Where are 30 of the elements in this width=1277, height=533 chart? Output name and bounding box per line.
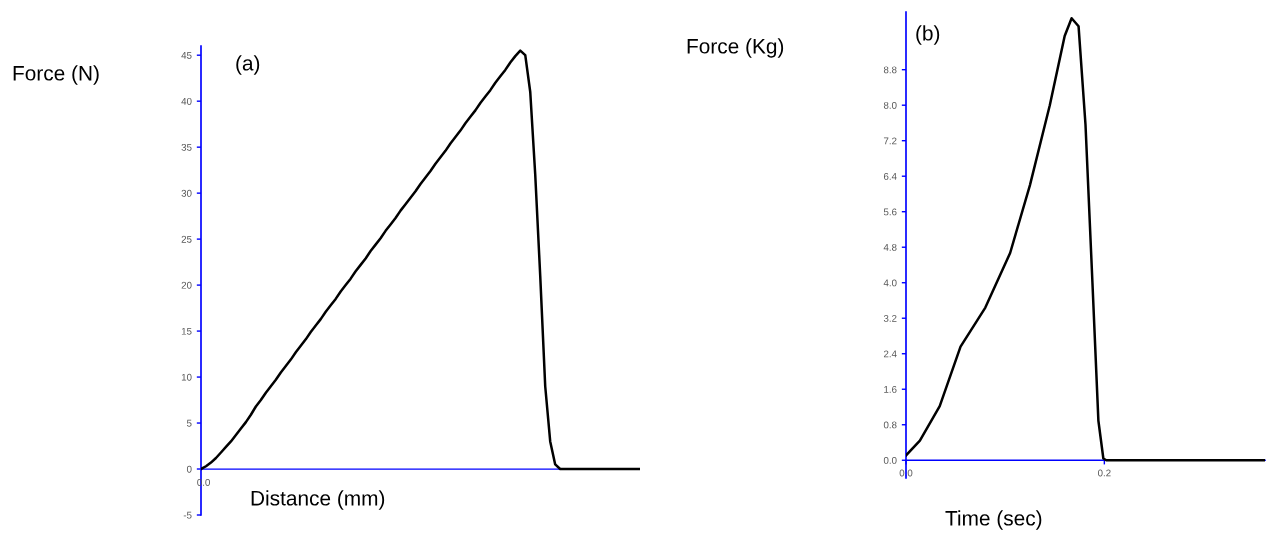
y-tick-label: 8.8	[883, 66, 897, 74]
y-tick-label: -5	[183, 511, 192, 519]
y-tick-label: 25	[181, 235, 192, 243]
y-tick-label: 7.2	[883, 137, 897, 145]
y-tick-label: 5.6	[883, 208, 897, 216]
y-axis-title: Force (N)	[13, 65, 99, 85]
y-tick-label: 15	[181, 327, 192, 335]
y-tick-label: 4.8	[883, 243, 897, 251]
y-tick-label: 0.8	[883, 421, 897, 429]
text: (b)	[916, 25, 940, 45]
y-tick-label: 4.0	[883, 279, 897, 287]
x-tick-label: 0.2	[1097, 469, 1111, 477]
y-tick-label: 30	[181, 189, 192, 197]
y-tick-label: 2.4	[883, 350, 897, 358]
y-tick-label: 5	[186, 419, 192, 427]
y-tick-label: 3.2	[883, 314, 897, 322]
y-tick-label: 35	[181, 143, 192, 151]
y-tick-label: 40	[181, 97, 192, 105]
x-axis-title: Time (sec)	[945, 510, 1042, 530]
y-axis-title: Force (Kg)	[687, 38, 784, 58]
y-tick-label: 8.0	[883, 101, 897, 109]
y-tick-label: 1.6	[884, 385, 897, 393]
y-tick-label: 0.0	[883, 456, 897, 464]
chart-title: (a)	[236, 55, 260, 75]
y-tick-label: 10	[181, 373, 192, 381]
y-tick-label: 6.4	[883, 172, 897, 180]
x-axis-title: Distance (mm)	[251, 490, 385, 510]
y-tick-label: 45	[181, 52, 192, 59]
y-tick-label: 20	[181, 281, 192, 289]
y-tick-label: 0	[186, 465, 192, 473]
